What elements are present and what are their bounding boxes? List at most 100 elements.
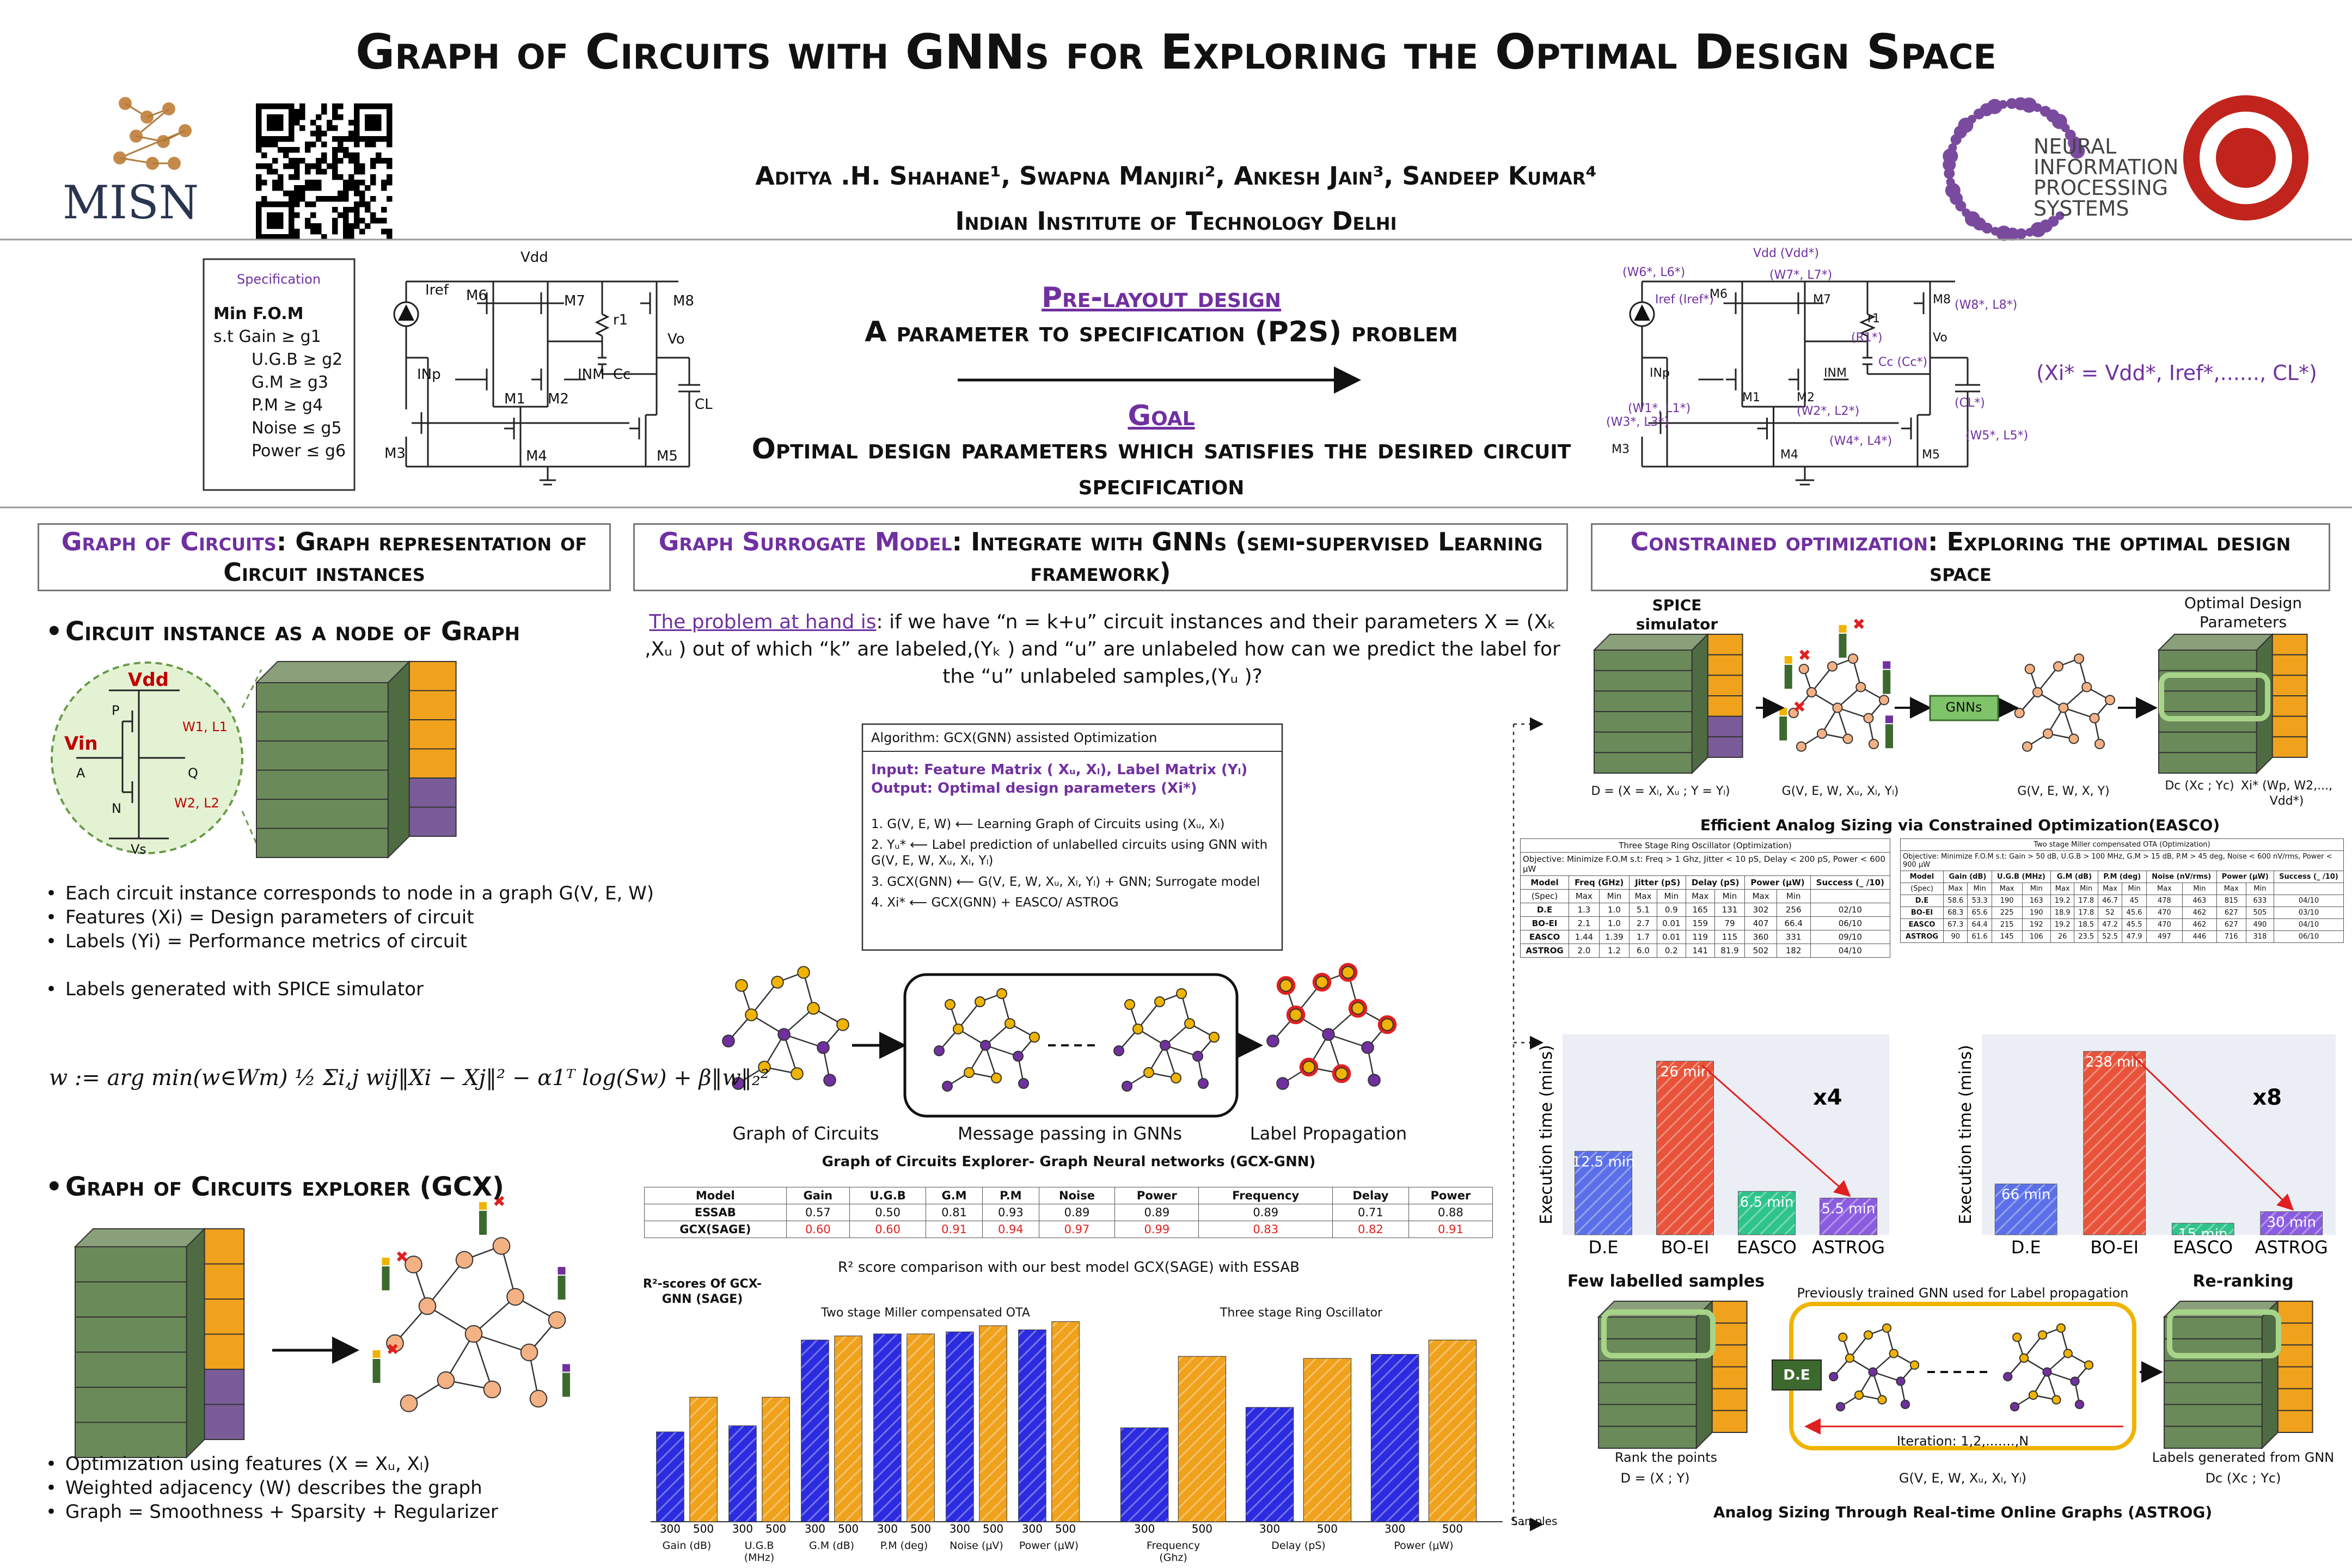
qr-cell bbox=[338, 147, 344, 153]
qr-cell bbox=[332, 229, 338, 235]
group-title: Two stage Miller compensated OTA bbox=[821, 1306, 1030, 1320]
qr-cell bbox=[370, 196, 376, 202]
table-cell: 505 bbox=[2245, 906, 2274, 919]
stack-top bbox=[2157, 634, 2274, 651]
bar bbox=[728, 1425, 757, 1522]
graph-node bbox=[964, 1067, 975, 1078]
stack-label-row bbox=[204, 1333, 245, 1370]
circuit-label: INp bbox=[1650, 366, 1670, 380]
table-header-cell: Frequency bbox=[1198, 1187, 1333, 1204]
qr-cell bbox=[343, 185, 349, 191]
graph-node bbox=[2094, 738, 2105, 750]
spec-line: Power ≤ g6 bbox=[252, 442, 346, 461]
figure-caption: Analog Sizing Through Real-time Online G… bbox=[1713, 1503, 2213, 1521]
qr-cell bbox=[370, 103, 376, 109]
qr-cell bbox=[294, 109, 300, 115]
x-tick-label: Noise (μV) bbox=[950, 1540, 1003, 1552]
qr-cell bbox=[343, 218, 349, 224]
circuit-label: M7 bbox=[564, 293, 585, 309]
table-cell: 0.97 bbox=[1038, 1221, 1116, 1238]
diagram-label: Vin bbox=[64, 733, 98, 755]
graph-node bbox=[1013, 1051, 1024, 1062]
logo-dot bbox=[1967, 114, 1976, 124]
qr-cell bbox=[261, 103, 267, 109]
graph-node bbox=[942, 1081, 953, 1092]
table-cell: 190 bbox=[1991, 895, 2023, 907]
qr-cell bbox=[365, 120, 371, 126]
table-blank-cell bbox=[1810, 889, 1891, 903]
table-cell: 163 bbox=[2022, 895, 2051, 907]
table-row: GCX(SAGE) 0.60 0.60 0.91 0.94 0.97 0.99 0.83 0.8… bbox=[644, 1221, 1493, 1238]
qr-cell bbox=[338, 158, 344, 164]
algorithm-step: 2. Yᵤ* ⟵ Label prediction of unlabelled … bbox=[871, 838, 1268, 868]
graph-node bbox=[1855, 682, 1866, 693]
x-tick-label: Frequency (Ghz) bbox=[1146, 1540, 1200, 1564]
diagram-label: P bbox=[112, 703, 120, 718]
spec-box bbox=[203, 258, 356, 491]
label-tag bbox=[1839, 625, 1847, 633]
stack-row bbox=[2158, 752, 2257, 774]
bullet: Each circuit instance corresponds to nod… bbox=[46, 882, 654, 905]
table-subheader-cell: Min bbox=[2182, 883, 2217, 895]
qr-cell bbox=[289, 196, 295, 202]
qr-cell bbox=[289, 147, 295, 153]
qr-cell bbox=[365, 114, 371, 120]
qr-cell bbox=[316, 169, 322, 175]
qr-cell bbox=[332, 152, 338, 158]
circuit-label: (W3*, L3*) bbox=[1606, 415, 1669, 429]
qr-cell bbox=[294, 185, 300, 191]
qr-cell bbox=[294, 174, 300, 180]
section-highlight: Constrained optimization bbox=[1630, 527, 1928, 557]
qr-cell bbox=[332, 223, 338, 229]
qr-cell bbox=[299, 158, 305, 164]
label-tag bbox=[1784, 656, 1792, 664]
table-cell: 192 bbox=[2022, 918, 2051, 931]
table-header-cell: Freq (GHz) bbox=[1569, 875, 1630, 890]
table-title-row: Three Stage Ring Oscillator (Optimizatio… bbox=[1520, 838, 1890, 853]
wire bbox=[241, 669, 262, 708]
figure-label: Rank the points bbox=[1614, 1450, 1718, 1465]
qr-cell bbox=[267, 142, 273, 148]
figure-label: G(V, E, W, X, Y) bbox=[2017, 785, 2110, 798]
stack-row bbox=[2158, 690, 2257, 713]
graph-node bbox=[1788, 707, 1799, 719]
logo-dot bbox=[1990, 226, 2000, 236]
qr-cell bbox=[321, 169, 327, 175]
table-cell: 47.2 bbox=[2097, 918, 2123, 931]
stack-row bbox=[2164, 1360, 2263, 1383]
qr-cell bbox=[294, 114, 300, 120]
circuit-label: M1 bbox=[1742, 391, 1760, 405]
graph-node bbox=[1176, 988, 1187, 999]
table-cell: 633 bbox=[2245, 895, 2274, 907]
series-tick-label: 300 bbox=[1134, 1522, 1155, 1535]
graph-node bbox=[418, 1297, 437, 1315]
cross: ✖ bbox=[1798, 646, 1811, 664]
circuit-label: Vo bbox=[1933, 331, 1947, 345]
figure-label: Re-ranking bbox=[2192, 1272, 2294, 1291]
bar bbox=[1178, 1356, 1227, 1522]
figure-label: Graph of Circuits bbox=[732, 1123, 879, 1144]
qr-cell bbox=[256, 109, 262, 115]
qr-cell bbox=[256, 163, 262, 169]
feature-bar bbox=[1883, 670, 1891, 694]
qr-cell bbox=[256, 142, 262, 148]
qr-cell bbox=[272, 169, 278, 175]
cross: ✖ bbox=[387, 1340, 399, 1358]
x-tick-label: BO-EI bbox=[2090, 1237, 2139, 1258]
wire bbox=[473, 1296, 516, 1334]
qr-cell bbox=[365, 142, 371, 148]
table-cell: 141 bbox=[1685, 944, 1715, 958]
qr-cell bbox=[354, 163, 360, 169]
qr-cell bbox=[332, 136, 338, 142]
graph-node bbox=[405, 1255, 422, 1273]
qr-cell bbox=[289, 131, 295, 137]
wire bbox=[1701, 1064, 1851, 1197]
stack-label-row bbox=[2277, 1301, 2313, 1324]
stack-row bbox=[1594, 731, 1693, 754]
qr-cell bbox=[261, 136, 267, 142]
goal-heading: Goal bbox=[1128, 400, 1195, 432]
graph-node bbox=[1878, 695, 1890, 706]
series-tick-label: 300 bbox=[805, 1522, 825, 1535]
bar bbox=[1303, 1358, 1352, 1522]
graph-node bbox=[1909, 1360, 1920, 1370]
